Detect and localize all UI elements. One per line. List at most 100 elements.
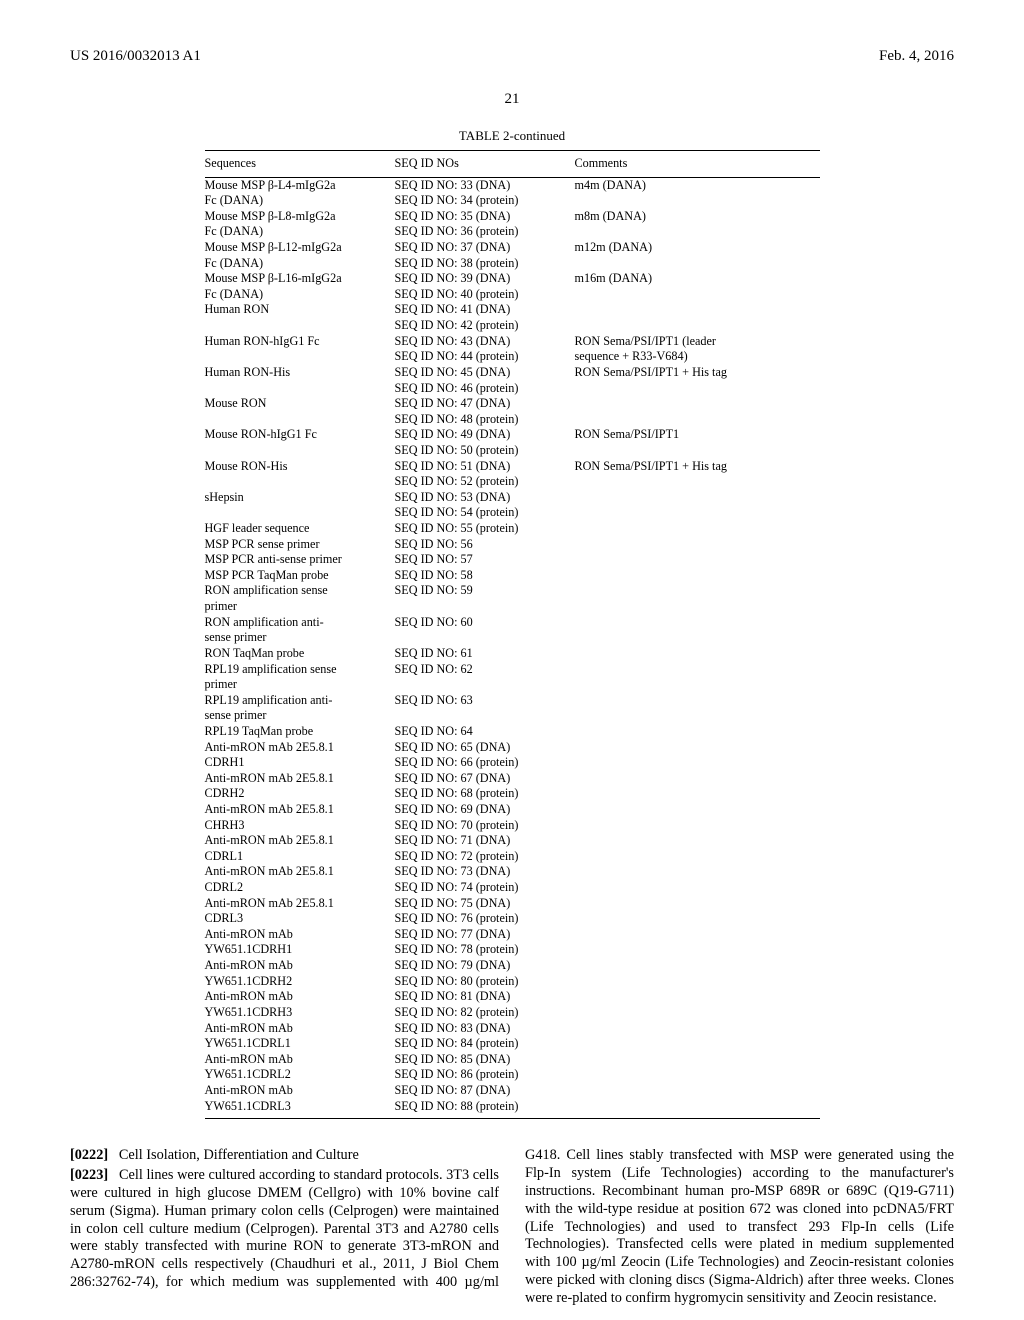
table-cell: Mouse MSP β-L16-mIgG2a <box>205 271 395 287</box>
table-row: Mouse MSP β-L12-mIgG2aSEQ ID NO: 37 (DNA… <box>205 240 820 256</box>
table-cell <box>575 849 820 865</box>
body-text: [0222] Cell Isolation, Differentiation a… <box>70 1147 954 1308</box>
table-row: RPL19 amplification senseSEQ ID NO: 62 <box>205 662 820 678</box>
table-cell <box>575 474 820 490</box>
table-cell: SEQ ID NO: 64 <box>395 724 575 740</box>
table-cell <box>575 443 820 459</box>
publication-date: Feb. 4, 2016 <box>879 48 954 65</box>
table-cell: SEQ ID NO: 49 (DNA) <box>395 427 575 443</box>
table-cell: SEQ ID NO: 55 (protein) <box>395 521 575 537</box>
table-cell <box>575 677 820 693</box>
table-cell <box>395 630 575 646</box>
table-cell <box>575 708 820 724</box>
table-cell: RON TaqMan probe <box>205 646 395 662</box>
table-row: YW651.1CDRL1SEQ ID NO: 84 (protein) <box>205 1036 820 1052</box>
table-cell: Anti-mRON mAb <box>205 989 395 1005</box>
table-row: RPL19 amplification anti-SEQ ID NO: 63 <box>205 693 820 709</box>
table-cell <box>575 583 820 599</box>
table-cell <box>575 771 820 787</box>
table-cell <box>575 958 820 974</box>
table-cell <box>575 646 820 662</box>
table-cell: SEQ ID NO: 66 (protein) <box>395 755 575 771</box>
table-row: Fc (DANA)SEQ ID NO: 34 (protein) <box>205 193 820 209</box>
table-cell: SEQ ID NO: 46 (protein) <box>395 381 575 397</box>
table-row: primer <box>205 677 820 693</box>
table-cell <box>205 412 395 428</box>
para-text: Cell Isolation, Differentiation and Cult… <box>119 1147 359 1163</box>
running-header: US 2016/0032013 A1 Feb. 4, 2016 <box>70 48 954 65</box>
table-row: Anti-mRON mAb 2E5.8.1SEQ ID NO: 75 (DNA) <box>205 896 820 912</box>
table-cell <box>575 786 820 802</box>
table-cell <box>575 896 820 912</box>
table-cell: Anti-mRON mAb 2E5.8.1 <box>205 896 395 912</box>
page: US 2016/0032013 A1 Feb. 4, 2016 21 TABLE… <box>0 0 1024 1320</box>
table-row: YW651.1CDRH3SEQ ID NO: 82 (protein) <box>205 1005 820 1021</box>
table-cell <box>575 818 820 834</box>
table-cell: SEQ ID NO: 76 (protein) <box>395 911 575 927</box>
table-cell: MSP PCR anti-sense primer <box>205 552 395 568</box>
table-cell: SEQ ID NO: 34 (protein) <box>395 193 575 209</box>
table-cell: SEQ ID NO: 42 (protein) <box>395 318 575 334</box>
table-cell: Fc (DANA) <box>205 287 395 303</box>
table-cell <box>575 755 820 771</box>
table-cell: SEQ ID NO: 52 (protein) <box>395 474 575 490</box>
table-cell: YW651.1CDRH3 <box>205 1005 395 1021</box>
table-header-seqid: SEQ ID NOs <box>395 151 575 178</box>
table-cell <box>575 318 820 334</box>
table-caption: TABLE 2-continued <box>205 128 820 144</box>
table-row: SEQ ID NO: 54 (protein) <box>205 505 820 521</box>
para-text: Cell lines were cultured according to st… <box>70 1147 954 1306</box>
table-cell <box>575 1099 820 1119</box>
table-cell: SEQ ID NO: 43 (DNA) <box>395 334 575 350</box>
table-row: MSP PCR anti-sense primerSEQ ID NO: 57 <box>205 552 820 568</box>
table-cell: SEQ ID NO: 50 (protein) <box>395 443 575 459</box>
table-cell: m8m (DANA) <box>575 209 820 225</box>
table-cell: SEQ ID NO: 75 (DNA) <box>395 896 575 912</box>
table-cell: Mouse MSP β-L8-mIgG2a <box>205 209 395 225</box>
table-row: sense primer <box>205 630 820 646</box>
table-cell <box>575 864 820 880</box>
table-row: CHRH3SEQ ID NO: 70 (protein) <box>205 818 820 834</box>
table-cell: Anti-mRON mAb <box>205 1052 395 1068</box>
table-row: Anti-mRON mAb 2E5.8.1SEQ ID NO: 71 (DNA) <box>205 833 820 849</box>
table-cell: SEQ ID NO: 59 <box>395 583 575 599</box>
table-row: YW651.1CDRL3SEQ ID NO: 88 (protein) <box>205 1099 820 1119</box>
table-cell <box>205 318 395 334</box>
table-row: Fc (DANA)SEQ ID NO: 36 (protein) <box>205 224 820 240</box>
table-cell: HGF leader sequence <box>205 521 395 537</box>
table-cell: SEQ ID NO: 39 (DNA) <box>395 271 575 287</box>
table-cell <box>575 1083 820 1099</box>
table-cell: SEQ ID NO: 37 (DNA) <box>395 240 575 256</box>
table-row: sHepsinSEQ ID NO: 53 (DNA) <box>205 490 820 506</box>
table-row: Fc (DANA)SEQ ID NO: 38 (protein) <box>205 256 820 272</box>
table-cell: Mouse RON-His <box>205 459 395 475</box>
table-row: Anti-mRON mAbSEQ ID NO: 81 (DNA) <box>205 989 820 1005</box>
table-2-continued: TABLE 2-continued Sequences SEQ ID NOs C… <box>205 128 820 1119</box>
table-row: RON TaqMan probeSEQ ID NO: 61 <box>205 646 820 662</box>
table-cell: sense primer <box>205 708 395 724</box>
table-cell: SEQ ID NO: 78 (protein) <box>395 942 575 958</box>
table-cell <box>575 974 820 990</box>
table-cell: SEQ ID NO: 54 (protein) <box>395 505 575 521</box>
table-cell: m16m (DANA) <box>575 271 820 287</box>
table-cell: RON amplification anti- <box>205 615 395 631</box>
table-cell: Mouse MSP β-L4-mIgG2a <box>205 177 395 193</box>
table-row: RON amplification anti-SEQ ID NO: 60 <box>205 615 820 631</box>
table-cell <box>575 287 820 303</box>
table-row: RON amplification senseSEQ ID NO: 59 <box>205 583 820 599</box>
table-row: Mouse RONSEQ ID NO: 47 (DNA) <box>205 396 820 412</box>
table-cell: Anti-mRON mAb 2E5.8.1 <box>205 740 395 756</box>
table-cell <box>575 802 820 818</box>
table-cell: SEQ ID NO: 60 <box>395 615 575 631</box>
table-row: SEQ ID NO: 42 (protein) <box>205 318 820 334</box>
table-cell: Anti-mRON mAb 2E5.8.1 <box>205 771 395 787</box>
table-row: CDRH2SEQ ID NO: 68 (protein) <box>205 786 820 802</box>
table-cell: SEQ ID NO: 86 (protein) <box>395 1067 575 1083</box>
table-cell <box>575 599 820 615</box>
table-cell: YW651.1CDRL2 <box>205 1067 395 1083</box>
table-cell: primer <box>205 677 395 693</box>
table-cell <box>395 677 575 693</box>
table-cell: RPL19 amplification sense <box>205 662 395 678</box>
table-row: primer <box>205 599 820 615</box>
table-cell: RPL19 amplification anti- <box>205 693 395 709</box>
